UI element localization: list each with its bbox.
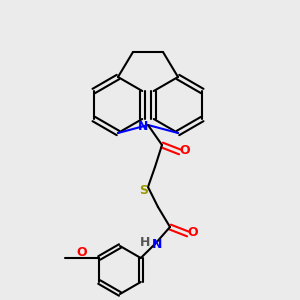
Text: N: N	[138, 121, 148, 134]
Text: O: O	[180, 145, 190, 158]
Text: S: S	[140, 184, 148, 197]
Text: O: O	[188, 226, 198, 239]
Text: N: N	[152, 238, 162, 250]
Text: H: H	[140, 236, 150, 248]
Text: O: O	[76, 247, 86, 260]
